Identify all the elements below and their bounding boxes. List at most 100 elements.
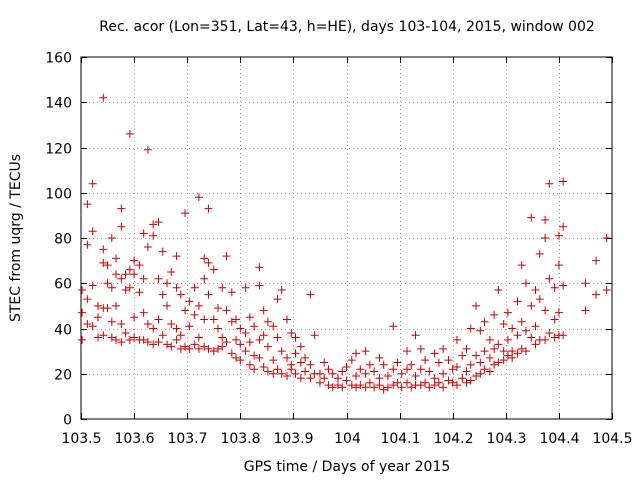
data-point (273, 333, 282, 342)
data-point (99, 93, 108, 102)
chart-title: Rec. acor (Lon=351, Lat=43, h=HE), days … (99, 19, 595, 35)
data-point (117, 204, 126, 213)
data-point (416, 381, 425, 390)
data-point (283, 372, 292, 381)
data-point (315, 378, 324, 387)
data-point (397, 369, 406, 378)
data-point (125, 283, 134, 292)
data-point (480, 347, 489, 356)
data-point (158, 290, 167, 299)
data-point (255, 353, 264, 362)
data-point (411, 372, 420, 381)
data-point (112, 254, 121, 263)
data-point (602, 234, 611, 242)
data-point (143, 243, 152, 252)
data-point (172, 324, 181, 333)
data-point (241, 347, 250, 356)
data-point (296, 358, 305, 367)
data-point (83, 240, 92, 249)
data-point (158, 247, 167, 256)
data-point (236, 356, 245, 365)
data-point (458, 374, 467, 383)
data-point (194, 301, 203, 310)
data-point (88, 179, 97, 188)
data-point (550, 315, 559, 324)
x-axis-ticks: 103.5 103.6 103.7 103.8 103.9 104 104.1 104.2 10… (61, 57, 633, 447)
data-point (452, 362, 461, 371)
data-point (581, 306, 590, 315)
data-point (527, 213, 536, 222)
data-point (513, 349, 522, 358)
data-point (480, 317, 489, 326)
data-point (139, 308, 148, 317)
data-point (407, 383, 416, 392)
data-point (176, 290, 185, 299)
data-point (250, 322, 259, 331)
data-point (324, 365, 333, 374)
data-point (139, 229, 148, 238)
data-point (403, 365, 412, 374)
data-point (277, 286, 286, 295)
data-point (93, 313, 102, 322)
data-point (503, 308, 512, 317)
data-point (521, 326, 530, 335)
data-point (83, 295, 92, 304)
data-point (462, 378, 471, 387)
data-point (490, 360, 499, 369)
data-point (117, 319, 126, 328)
data-point (531, 340, 540, 349)
data-point (130, 256, 139, 265)
data-point (430, 374, 439, 383)
data-point (306, 374, 315, 383)
data-point (291, 369, 300, 378)
data-point (485, 335, 494, 344)
data-point (172, 252, 181, 261)
y-axis-label: STEC from uqrg / TECUs (8, 154, 24, 322)
data-point (88, 227, 97, 236)
data-point (485, 353, 494, 362)
x-axis-label: GPS time / Days of year 2015 (244, 459, 451, 475)
y-axis-ticks: 0 20 40 60 80 100 120 140 160 (45, 51, 612, 429)
data-point (347, 356, 356, 365)
data-point (320, 358, 329, 367)
data-point (494, 358, 503, 367)
data-point (397, 383, 406, 392)
grid-lines (81, 57, 612, 419)
data-point (328, 383, 337, 392)
data-point (296, 374, 305, 383)
data-point (107, 317, 116, 326)
data-point (158, 331, 167, 340)
data-point (296, 342, 305, 351)
data-point (389, 381, 398, 390)
data-point (306, 360, 315, 369)
data-point (154, 338, 163, 347)
data-point (535, 249, 544, 258)
data-point (352, 372, 361, 381)
data-point (513, 331, 522, 340)
data-point (154, 315, 163, 324)
y-tick-label: 0 (63, 413, 72, 429)
data-point (342, 362, 351, 371)
data-point (135, 288, 144, 297)
data-point (149, 220, 158, 229)
data-point (521, 347, 530, 356)
data-point (416, 365, 425, 374)
data-point (513, 297, 522, 306)
data-point (430, 349, 439, 358)
data-point (241, 283, 250, 292)
data-point (269, 322, 278, 331)
data-point (181, 342, 190, 351)
data-point (425, 367, 434, 376)
data-point (78, 308, 87, 317)
data-point (93, 301, 102, 310)
data-point (227, 317, 236, 326)
data-point (559, 177, 568, 186)
data-point (448, 378, 457, 387)
data-point (204, 290, 213, 299)
data-point (352, 383, 361, 392)
data-point (232, 335, 241, 344)
data-point (375, 381, 384, 390)
data-point (365, 378, 374, 387)
data-point (259, 362, 268, 371)
data-point (508, 353, 517, 362)
